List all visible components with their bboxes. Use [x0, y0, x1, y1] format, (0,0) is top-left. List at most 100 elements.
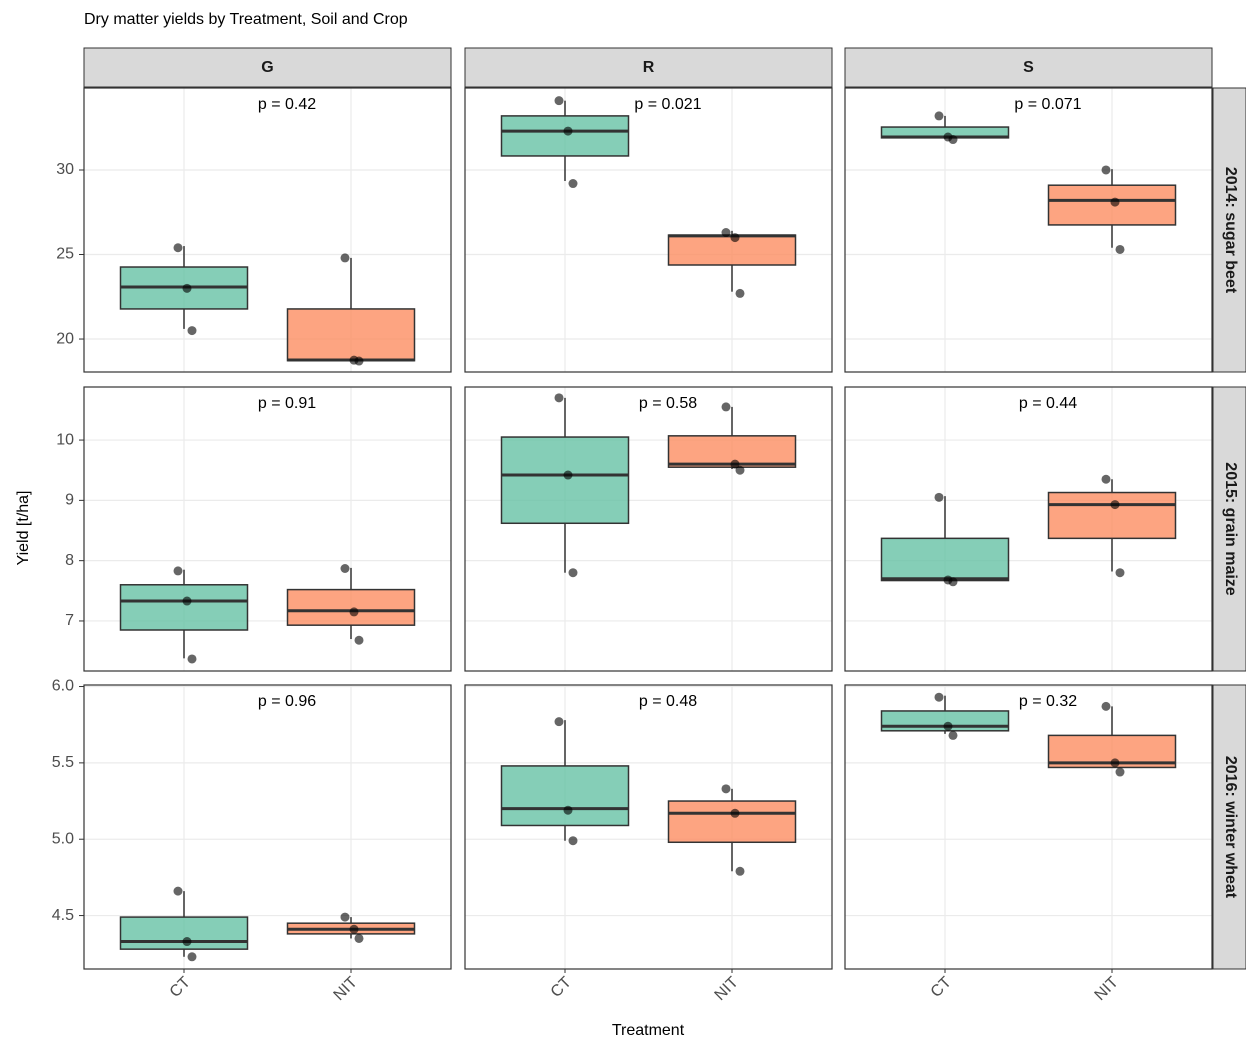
point [354, 356, 364, 366]
point [735, 288, 745, 298]
box [500, 765, 630, 827]
y-tick-label: 7 [65, 612, 74, 629]
panel-border [464, 684, 833, 970]
row-strip [1212, 87, 1246, 373]
point [182, 937, 192, 947]
panel-background [845, 685, 1212, 969]
column-strip-label: R [643, 59, 655, 76]
point [354, 635, 364, 645]
panel-border [844, 684, 1213, 970]
point [1110, 197, 1120, 207]
panel-border [844, 87, 1213, 373]
y-tick-label: 30 [56, 161, 74, 178]
point [948, 135, 958, 145]
p-value-label: p = 0.91 [258, 395, 316, 412]
panel-border [464, 386, 833, 672]
panel-border [464, 87, 833, 373]
point [730, 233, 740, 243]
y-tick-label: 6.0 [52, 678, 74, 695]
point [349, 607, 359, 617]
point [1101, 474, 1111, 484]
point [934, 692, 944, 702]
p-value-label: p = 0.42 [258, 96, 316, 113]
point [554, 393, 564, 403]
y-tick-label: 8 [65, 552, 74, 569]
point [349, 924, 359, 934]
point [354, 933, 364, 943]
chart-title: Dry matter yields by Treatment, Soil and… [84, 11, 408, 28]
point [1110, 500, 1120, 510]
point [730, 808, 740, 818]
box [500, 115, 630, 157]
point [340, 253, 350, 263]
point [563, 805, 573, 815]
y-axis-label: Yield [t/ha] [15, 490, 32, 565]
row-strip-label: 2015: grain maize [1222, 462, 1239, 596]
x-tick-label: CT [928, 974, 955, 1001]
row-strip-label: 2016: winter wheat [1222, 756, 1239, 899]
point [1115, 568, 1125, 578]
point [948, 577, 958, 587]
column-strip [83, 47, 452, 88]
point [554, 717, 564, 727]
y-tick-label: 9 [65, 492, 74, 509]
point [187, 326, 197, 336]
row-strip-label: 2014: sugar beet [1222, 167, 1239, 294]
point [563, 126, 573, 136]
box [500, 436, 630, 525]
point [568, 836, 578, 846]
point [187, 952, 197, 962]
panel-border [844, 386, 1213, 672]
point [173, 243, 183, 253]
panel-border [83, 87, 452, 373]
point [182, 596, 192, 606]
x-tick-label: CT [548, 974, 575, 1001]
column-strip [464, 47, 833, 88]
p-value-label: p = 0.96 [258, 693, 316, 710]
box [286, 308, 416, 362]
p-value-label: p = 0.44 [1019, 395, 1077, 412]
x-tick-label: NIT [712, 974, 742, 1004]
box [119, 584, 249, 631]
panel-border [83, 684, 452, 970]
point [721, 402, 731, 412]
x-tick-label: NIT [1092, 974, 1122, 1004]
point [340, 563, 350, 573]
point [182, 283, 192, 293]
p-value-label: p = 0.32 [1019, 693, 1077, 710]
column-strip-label: S [1023, 59, 1034, 76]
point [1110, 758, 1120, 768]
point [934, 111, 944, 121]
point [948, 730, 958, 740]
point [187, 654, 197, 664]
p-value-label: p = 0.48 [639, 693, 697, 710]
panel-background [465, 387, 832, 671]
point [173, 886, 183, 896]
point [721, 228, 731, 238]
point [568, 179, 578, 189]
x-axis-label: Treatment [612, 1022, 685, 1039]
x-tick-label: NIT [331, 974, 361, 1004]
box [286, 588, 416, 626]
row-strip [1212, 684, 1246, 970]
point [721, 784, 731, 794]
point [735, 465, 745, 475]
y-tick-label: 5.5 [52, 754, 74, 771]
panel-border [83, 386, 452, 672]
point [735, 866, 745, 876]
point [568, 568, 578, 578]
point [340, 912, 350, 922]
y-tick-label: 4.5 [52, 907, 74, 924]
point [1101, 165, 1111, 175]
point [943, 721, 953, 731]
box [119, 916, 249, 950]
point [1115, 767, 1125, 777]
point [554, 96, 564, 106]
y-tick-label: 25 [56, 246, 74, 263]
y-tick-label: 20 [56, 330, 74, 347]
y-tick-label: 5.0 [52, 830, 74, 847]
box [880, 537, 1010, 582]
point [730, 459, 740, 469]
